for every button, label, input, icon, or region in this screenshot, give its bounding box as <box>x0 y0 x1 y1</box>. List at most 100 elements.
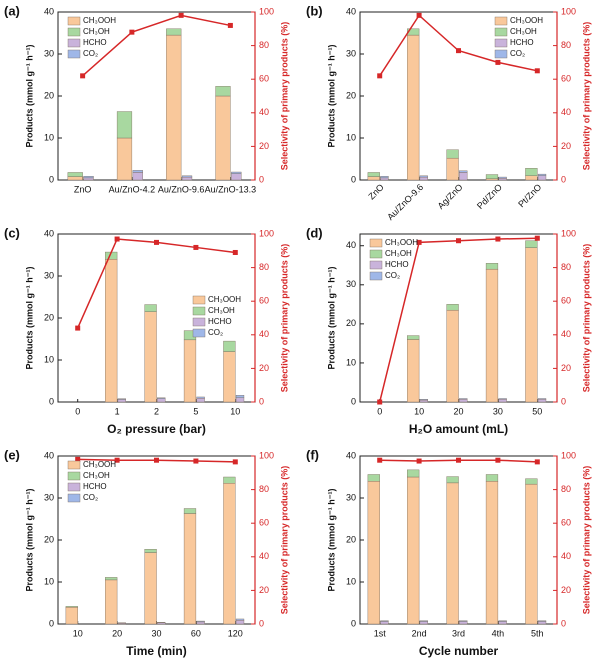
x-axis-label: Time (min) <box>126 644 186 658</box>
bar <box>231 173 242 181</box>
bar <box>446 157 459 181</box>
bar <box>446 309 459 403</box>
y2-tick-label: 0 <box>561 174 566 184</box>
legend-label: CH₃OOH <box>83 460 116 469</box>
bar <box>117 399 126 403</box>
y2-tick-label: 40 <box>561 107 571 117</box>
x-tick-label: Pd/ZnO <box>475 182 504 211</box>
bar <box>485 174 499 179</box>
bar <box>537 621 547 625</box>
y-tick-label: 0 <box>351 618 356 628</box>
legend-label: HCHO <box>385 260 409 269</box>
bar <box>498 178 507 181</box>
selectivity-marker <box>495 236 501 242</box>
bar <box>215 86 231 97</box>
bar <box>446 304 459 311</box>
legend-label: CH₃OH <box>385 249 412 258</box>
selectivity-marker <box>456 48 461 54</box>
y-tick-label: 20 <box>44 534 54 544</box>
selectivity-marker <box>154 457 159 463</box>
legend-swatch <box>192 306 206 316</box>
x-tick-label: Au/ZnO-9.6 <box>385 182 425 222</box>
legend-label: CH₃OH <box>83 27 110 36</box>
bar <box>407 335 420 340</box>
bar <box>181 175 193 178</box>
y2-axis-label: Selectivity of primary products (%) <box>279 22 289 171</box>
selectivity-marker <box>129 29 135 35</box>
legend-swatch <box>67 49 81 59</box>
bar <box>525 175 538 181</box>
bar <box>144 304 157 312</box>
bar <box>105 577 118 581</box>
y2-tick-label: 20 <box>259 585 269 595</box>
selectivity-marker <box>377 457 383 463</box>
legend-swatch <box>67 38 81 48</box>
selectivity-marker <box>193 458 199 464</box>
y-tick-label: 40 <box>44 6 54 16</box>
bar <box>166 28 182 36</box>
bar <box>116 111 133 139</box>
legend-label: CH₃OOH <box>83 16 116 25</box>
legend-label: CH₃OH <box>83 471 110 480</box>
bar <box>419 175 428 178</box>
selectivity-marker <box>232 459 238 465</box>
y2-tick-label: 60 <box>561 74 571 84</box>
bar <box>144 549 157 553</box>
legend-swatch <box>67 471 81 481</box>
legend-label: CO₂ <box>83 493 98 502</box>
bar <box>367 176 380 181</box>
y-tick-label: 20 <box>44 90 54 100</box>
y-tick-label: 30 <box>346 492 356 502</box>
x-tick-label: ZnO <box>74 184 92 194</box>
bar <box>367 474 380 482</box>
bar <box>223 351 236 403</box>
y2-tick-label: 80 <box>259 40 269 50</box>
x-tick-label: 3rd <box>452 628 465 638</box>
selectivity-marker <box>154 239 159 245</box>
bar <box>380 177 389 181</box>
y2-tick-label: 0 <box>259 174 264 184</box>
panel-label: (c) <box>4 225 20 240</box>
bar <box>380 620 389 622</box>
x-tick-label: 5th <box>531 628 544 638</box>
y-tick-label: 0 <box>351 396 356 406</box>
bar <box>407 476 420 625</box>
selectivity-marker <box>456 457 461 463</box>
bar <box>485 481 499 625</box>
bar <box>419 620 428 622</box>
bar <box>459 398 468 400</box>
y2-tick-label: 100 <box>561 228 576 238</box>
x-tick-label: Pt/ZnO <box>516 182 543 209</box>
x-axis-label: Cycle number <box>419 644 499 658</box>
bar <box>485 474 499 482</box>
x-tick-label: Ag/ZnO <box>436 182 465 211</box>
legend-swatch <box>369 271 383 281</box>
selectivity-marker <box>534 68 540 74</box>
y-tick-label: 10 <box>346 132 356 142</box>
bar <box>181 176 193 181</box>
bar <box>498 620 507 622</box>
bar <box>459 621 468 625</box>
x-tick-label: 20 <box>453 406 463 416</box>
x-tick-label: Au/ZnO-9.6 <box>158 184 205 194</box>
bar <box>144 552 157 625</box>
y2-tick-label: 20 <box>259 141 269 151</box>
x-tick-label: 1 <box>115 406 120 416</box>
bar <box>537 398 547 400</box>
x-tick-label: 30 <box>151 628 161 638</box>
bar <box>235 620 245 625</box>
selectivity-marker <box>227 22 233 28</box>
bar <box>485 263 499 270</box>
y2-axis-label: Selectivity of primary products (%) <box>581 466 591 615</box>
bar <box>498 399 507 403</box>
y2-tick-label: 100 <box>561 6 576 16</box>
y2-tick-label: 20 <box>561 141 571 151</box>
x-tick-label: 2nd <box>412 628 427 638</box>
bar <box>537 620 547 622</box>
y-tick-label: 40 <box>346 240 356 250</box>
bar <box>65 607 78 625</box>
bar <box>183 339 197 403</box>
bar <box>407 339 420 403</box>
y2-tick-label: 80 <box>259 484 269 494</box>
x-axis-label: H₂O amount (mL) <box>409 422 508 436</box>
